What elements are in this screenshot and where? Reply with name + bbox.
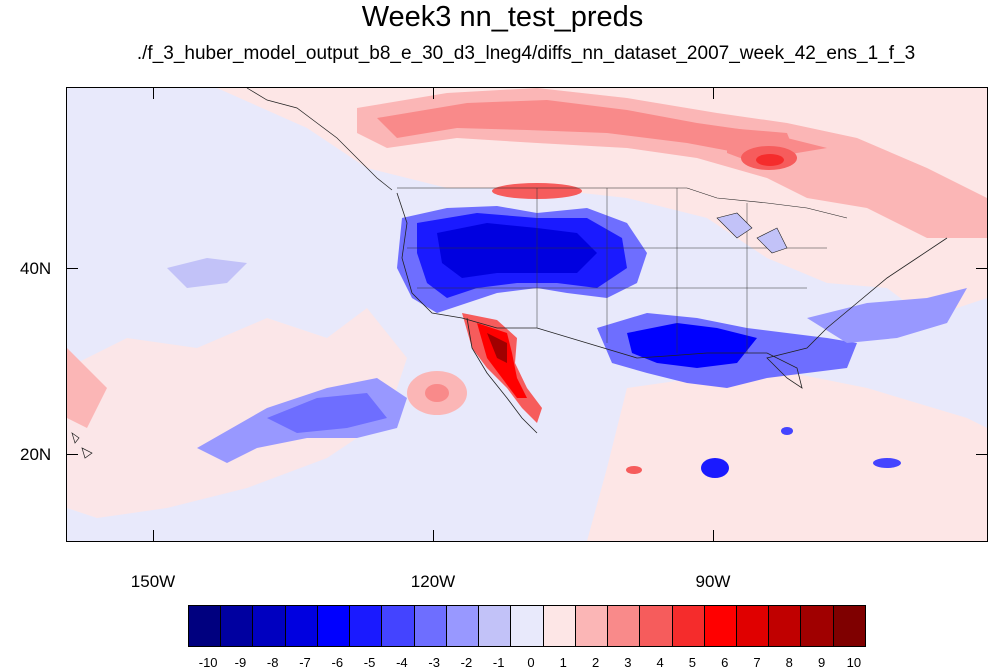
colorbar-label: 3 xyxy=(624,655,632,670)
colorbar-box xyxy=(833,606,865,646)
colorbar-box xyxy=(350,606,383,646)
tick-bottom-90w xyxy=(713,530,714,542)
colorbar-box xyxy=(446,606,480,646)
colorbar-box xyxy=(575,606,609,646)
map-panel xyxy=(66,87,988,542)
colorbar-box xyxy=(221,606,254,646)
tick-right-20n xyxy=(976,454,988,455)
colorbar-box xyxy=(479,606,512,646)
colorbar-label: -4 xyxy=(396,655,408,670)
tick-right-40n xyxy=(976,268,988,269)
colorbar-box xyxy=(414,606,447,646)
anomaly-field-map xyxy=(67,88,987,541)
colorbar-label: -3 xyxy=(428,655,440,670)
colorbar-label: -1 xyxy=(492,655,505,670)
colorbar-label: 5 xyxy=(688,655,697,670)
lat-label-40n: 40N xyxy=(20,259,52,278)
colorbar-label: 10 xyxy=(846,655,862,670)
map-title: Week3 nn_test_preds xyxy=(361,1,644,33)
colorbar-box xyxy=(543,606,576,646)
colorbar-label: 0 xyxy=(527,655,535,670)
map-subtitle: ./f_3_huber_model_output_b8_e_30_d3_lneg… xyxy=(136,43,916,64)
colorbar-label: -2 xyxy=(460,655,473,670)
colorbar-label: 7 xyxy=(753,655,761,670)
lat-label-20n: 20N xyxy=(20,445,52,464)
colorbar-box xyxy=(189,606,222,646)
colorbar-label: -5 xyxy=(363,655,376,670)
tick-top-120w xyxy=(433,87,434,99)
tick-top-150w xyxy=(153,87,154,99)
colorbar-box xyxy=(317,606,351,646)
colorbar-box xyxy=(285,606,318,646)
tick-bottom-150w xyxy=(153,530,154,542)
colorbar-label: 9 xyxy=(817,655,826,670)
colorbar-label: 8 xyxy=(785,655,793,670)
colorbar-label: 2 xyxy=(591,655,600,670)
colorbar xyxy=(188,605,866,647)
colorbar-label: -7 xyxy=(299,655,311,670)
colorbar-label: 1 xyxy=(559,655,567,670)
colorbar-box xyxy=(511,606,544,646)
lon-label-150w: 150W xyxy=(130,572,176,591)
tick-bottom-120w xyxy=(433,530,434,542)
tick-left-20n xyxy=(66,454,78,455)
tick-left-40n xyxy=(66,268,78,269)
tick-top-90w xyxy=(713,87,714,99)
colorbar-box xyxy=(736,606,770,646)
colorbar-label: 4 xyxy=(656,655,664,670)
colorbar-box xyxy=(801,606,834,646)
colorbar-label: -10 xyxy=(198,655,218,670)
colorbar-label: -6 xyxy=(331,655,344,670)
colorbar-label: -8 xyxy=(266,655,279,670)
colorbar-box xyxy=(382,606,415,646)
colorbar-box xyxy=(253,606,286,646)
colorbar-box xyxy=(704,606,737,646)
colorbar-label: 6 xyxy=(721,655,729,670)
lon-label-120w: 120W xyxy=(410,572,456,591)
colorbar-box xyxy=(608,606,641,646)
lon-label-90w: 90W xyxy=(695,572,731,591)
colorbar-box xyxy=(769,606,802,646)
colorbar-label: -9 xyxy=(234,655,247,670)
colorbar-box xyxy=(672,606,705,646)
colorbar-box xyxy=(640,606,673,646)
